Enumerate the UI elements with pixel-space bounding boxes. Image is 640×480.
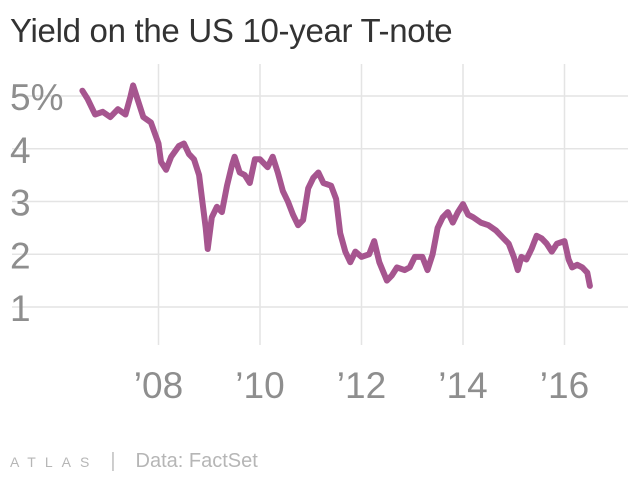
x-tick-label: ’10 xyxy=(235,365,284,406)
x-axis-tick-labels: ’08 ’10 ’12 ’14 ’16 xyxy=(134,365,589,406)
atlas-logo: ATLAS xyxy=(10,453,99,470)
series-layer xyxy=(79,82,593,289)
x-tick-label: ’12 xyxy=(337,365,386,406)
y-axis-tick-labels: 5% 4 3 2 1 xyxy=(10,77,63,329)
grid-layer xyxy=(12,64,628,345)
x-tick-label: ’08 xyxy=(134,365,183,406)
y-tick-label: 2 xyxy=(10,235,31,276)
y-tick-label: 1 xyxy=(10,288,31,329)
y-tick-label: 3 xyxy=(10,183,31,224)
footer: ATLAS | Data: FactSet xyxy=(10,450,258,473)
series-line xyxy=(79,82,593,289)
y-tick-label: 5% xyxy=(10,77,63,118)
source-note: Data: FactSet xyxy=(135,450,258,472)
x-tick-label: ’14 xyxy=(438,365,487,406)
y-tick-label: 4 xyxy=(10,130,31,171)
chart-title: Yield on the US 10-year T-note xyxy=(10,12,453,49)
line-chart: 5% 4 3 2 1 ’08 ’10 ’12 ’14 ’16 xyxy=(10,64,628,406)
x-tick-label: ’16 xyxy=(540,365,589,406)
footer-separator: | xyxy=(110,450,116,472)
